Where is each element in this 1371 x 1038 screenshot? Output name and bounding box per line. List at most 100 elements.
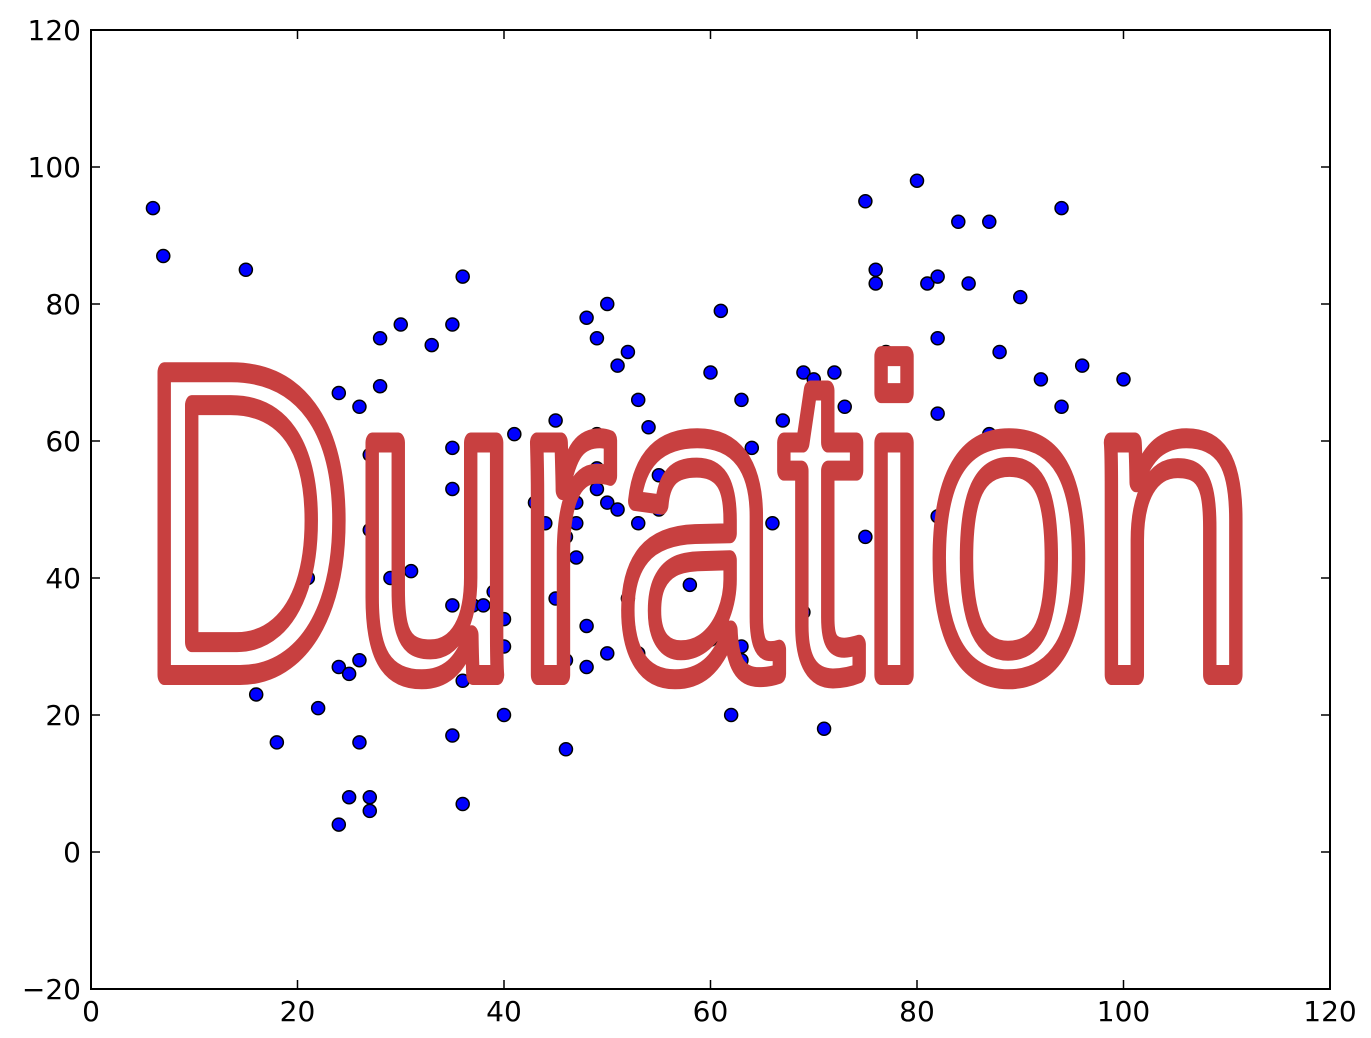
point <box>858 194 873 209</box>
point <box>992 344 1007 360</box>
point <box>920 276 935 291</box>
point <box>868 276 883 291</box>
point <box>579 659 594 675</box>
y-tick-label: 0 <box>63 836 81 869</box>
point <box>878 344 894 360</box>
point <box>455 269 470 284</box>
y-tick-label: 60 <box>45 425 81 458</box>
x-tick-label: 120 <box>1303 995 1356 1028</box>
point <box>455 796 470 812</box>
point <box>496 639 512 654</box>
point <box>806 372 821 387</box>
point <box>548 413 563 428</box>
point <box>600 646 615 661</box>
point <box>496 707 512 723</box>
point <box>1074 358 1090 373</box>
point <box>352 652 367 668</box>
point <box>961 276 976 291</box>
point <box>703 365 718 380</box>
point <box>589 331 605 346</box>
plot-frame <box>90 29 1331 990</box>
point <box>331 659 347 675</box>
point <box>827 365 842 380</box>
point <box>589 461 605 476</box>
point <box>424 337 439 353</box>
point <box>600 296 615 312</box>
point <box>982 214 997 230</box>
point <box>352 399 367 414</box>
point <box>765 515 780 531</box>
point <box>362 447 378 462</box>
point <box>476 598 491 613</box>
point <box>445 317 460 332</box>
point <box>228 399 243 414</box>
point <box>579 310 594 325</box>
point <box>610 502 625 517</box>
x-tick-label: 60 <box>693 995 729 1028</box>
point <box>723 707 739 723</box>
point <box>300 570 316 586</box>
point <box>1116 372 1131 387</box>
point <box>393 317 408 332</box>
point <box>579 618 594 634</box>
point <box>610 358 625 373</box>
x-tick-label: 100 <box>1097 995 1150 1028</box>
point <box>372 378 388 394</box>
point <box>620 344 636 360</box>
point <box>734 392 749 408</box>
point <box>1054 200 1069 216</box>
point <box>630 646 646 661</box>
x-tick-label: 0 <box>82 995 100 1028</box>
point <box>651 502 667 517</box>
point <box>713 303 729 319</box>
point <box>1033 372 1049 387</box>
point <box>982 426 997 442</box>
point <box>734 652 749 668</box>
point <box>909 173 925 188</box>
point <box>930 509 945 524</box>
point <box>1013 289 1028 305</box>
point <box>600 495 615 510</box>
point <box>816 721 832 736</box>
point <box>445 598 460 613</box>
point <box>445 481 460 497</box>
point <box>1054 399 1069 414</box>
point <box>837 399 852 414</box>
y-tick-label: 20 <box>45 699 81 732</box>
point <box>868 262 883 277</box>
point <box>930 269 945 284</box>
point <box>630 515 646 531</box>
point <box>569 495 584 510</box>
point <box>651 468 667 483</box>
point <box>156 248 171 264</box>
point <box>248 687 264 702</box>
point <box>362 803 378 819</box>
point <box>630 392 646 408</box>
point <box>496 611 512 627</box>
y-tick-label: 100 <box>28 151 81 184</box>
y-tick-label: −20 <box>22 973 81 1006</box>
point <box>310 700 326 716</box>
point <box>569 550 584 565</box>
point <box>238 262 254 277</box>
point <box>620 591 636 606</box>
point <box>641 420 656 435</box>
point <box>486 584 501 599</box>
handwritten-annotation: Duration <box>140 278 1255 769</box>
point <box>341 789 357 805</box>
point <box>558 529 574 545</box>
point <box>744 440 760 456</box>
x-tick-label: 80 <box>899 995 935 1028</box>
y-tick-label: 40 <box>45 562 81 595</box>
point <box>341 666 357 682</box>
point <box>269 735 285 750</box>
point <box>445 440 460 456</box>
point <box>372 331 388 346</box>
point <box>445 728 460 743</box>
y-tick-label: 120 <box>28 14 81 47</box>
point <box>403 563 419 579</box>
point <box>589 426 605 442</box>
point <box>548 591 563 606</box>
point <box>796 365 811 380</box>
point <box>682 577 698 593</box>
